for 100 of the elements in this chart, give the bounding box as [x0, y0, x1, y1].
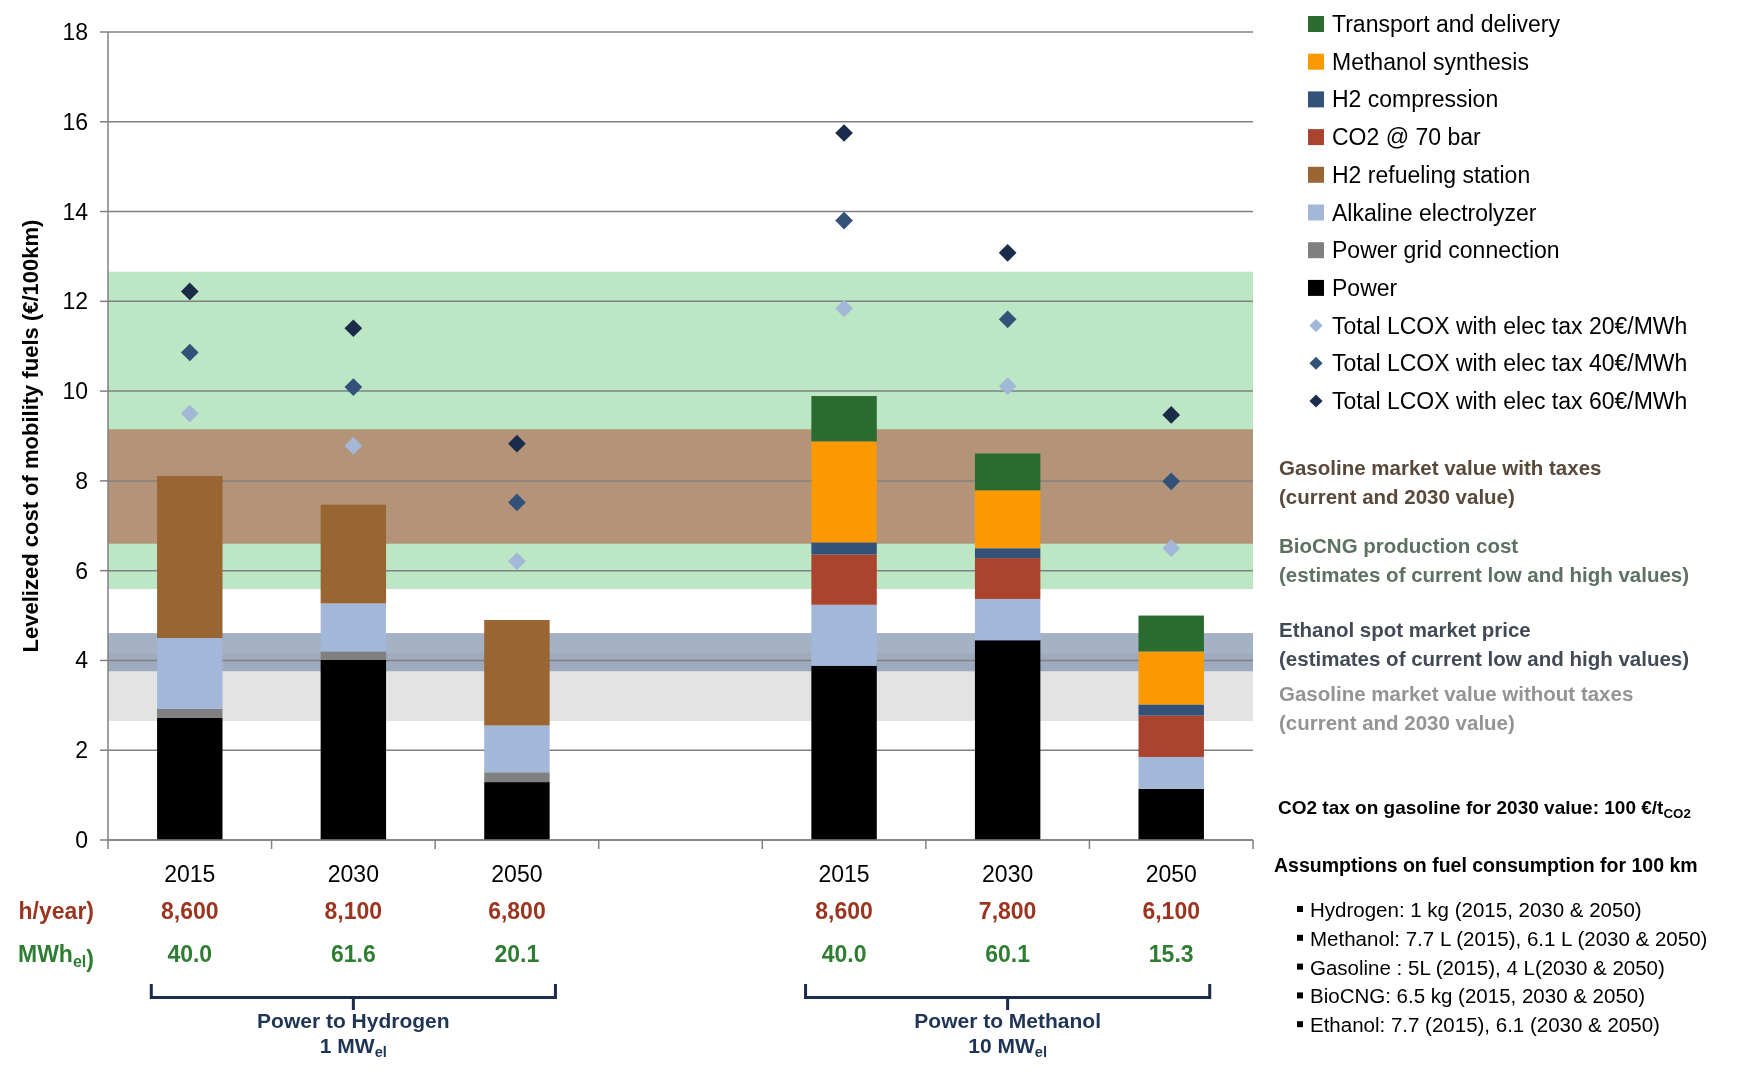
text: MWh$_{el}$)	[17, 941, 94, 972]
text: Methanol: 7.7 L (2015), 6.1 L (2030 & 2050)	[1310, 926, 1708, 950]
bar	[811, 604, 877, 666]
y-tick-label: 14	[62, 198, 89, 225]
text: 40.0	[167, 941, 213, 967]
text: Ethanol: 7.7 (2015), 6.1 (2030 & 2050)	[1310, 1013, 1660, 1037]
point	[1162, 539, 1181, 558]
point	[180, 282, 199, 301]
y-tick-label: 16	[62, 108, 88, 135]
bar	[157, 717, 223, 840]
bar	[1138, 715, 1204, 757]
bar	[811, 665, 877, 840]
x-tick-label: 2050	[1145, 861, 1197, 887]
y-tick-label: 0	[75, 827, 88, 853]
text: h/year)	[18, 898, 94, 924]
y-axis-title: Levelized cost of mobility fuels (€/100km)	[18, 219, 43, 653]
text: 8,600	[161, 898, 219, 924]
text: Power to Hydrogen 1 MW$_{el}$	[257, 1009, 450, 1061]
text: 60.1	[985, 941, 1031, 967]
bar	[974, 640, 1041, 840]
point	[998, 377, 1017, 396]
bar	[320, 504, 387, 604]
legend-label: CO2 @ 70 bar	[1332, 124, 1481, 151]
bar	[974, 558, 1041, 599]
bar	[1138, 651, 1204, 705]
bar	[974, 548, 1041, 559]
point	[344, 437, 363, 455]
y-tick-label: 12	[62, 288, 88, 315]
bar	[320, 603, 387, 652]
bar	[157, 708, 223, 718]
text: Assumptions on fuel consumption for 100 km	[1274, 854, 1698, 876]
y-tick-label: 2	[75, 737, 88, 764]
text: Hydrogen: 1 kg (2015, 2030 & 2050)	[1310, 898, 1642, 921]
x-tick-label: 2030	[327, 861, 379, 887]
bar	[484, 772, 550, 783]
bar	[157, 475, 223, 638]
y-tick-label: 4	[75, 647, 89, 674]
bar	[157, 638, 223, 709]
bar	[811, 441, 877, 543]
point	[1162, 406, 1181, 424]
bar	[1138, 615, 1204, 652]
text: 20.1	[494, 941, 540, 967]
legend-label: Transport and delivery	[1332, 11, 1561, 37]
bar	[1138, 788, 1204, 840]
legend-label: H2 refueling station	[1332, 161, 1531, 188]
band-label: Ethanol spot market price (estimates of current low and high values)	[1279, 618, 1690, 670]
legend-label: H2 compression	[1332, 86, 1499, 113]
bar	[1138, 704, 1204, 716]
text: 40.0	[821, 941, 867, 967]
bar	[811, 554, 877, 605]
legend-label: Alkaline electrolyzer	[1332, 199, 1537, 226]
text: 61.6	[330, 941, 376, 967]
text: BioCNG: 6.5 kg (2015, 2030 & 2050)	[1310, 984, 1646, 1008]
band-label: Gasoline market value with taxes (current and 2030 value)	[1279, 456, 1602, 508]
point	[180, 404, 199, 423]
bar	[974, 598, 1041, 641]
text: 8,600	[815, 898, 873, 924]
y-tick-label: 18	[62, 19, 88, 45]
x-tick-label: 2015	[164, 861, 216, 887]
bar	[974, 453, 1041, 491]
legend-label: Total LCOX with elec tax 60€/MWh	[1332, 388, 1688, 414]
bar	[484, 725, 550, 773]
point	[344, 378, 363, 396]
text: 7,800	[978, 898, 1037, 924]
point	[998, 310, 1017, 329]
bar	[811, 396, 877, 442]
point	[344, 319, 363, 338]
text: Power to Methanol 10 MW$_{el}$	[914, 1009, 1101, 1061]
point	[180, 343, 199, 362]
text: 6,800	[488, 898, 546, 924]
point	[835, 124, 853, 142]
bar	[974, 490, 1041, 549]
band-label: Gasoline market value without taxes (current and 2030 value)	[1279, 682, 1634, 734]
bar	[320, 660, 387, 840]
text: CO2 tax on gasoline for 2030 value: 100 €/t$_{CO2}$	[1278, 797, 1691, 821]
point	[508, 434, 526, 453]
bar	[811, 542, 877, 555]
legend-label: Power grid connection	[1332, 237, 1560, 264]
legend-label: Total LCOX with elec tax 20€/MWh	[1332, 312, 1688, 339]
point	[1162, 472, 1181, 491]
bar	[320, 651, 387, 660]
y-tick-label: 6	[75, 557, 88, 584]
text: 15.3	[1148, 941, 1194, 967]
text: Gasoline : 5L (2015), 4 L(2030 & 2050)	[1310, 955, 1665, 979]
x-tick-label: 2030	[982, 861, 1034, 887]
band-label: BioCNG production cost (estimates of current low and high values)	[1279, 534, 1690, 586]
point	[508, 493, 526, 512]
x-tick-label: 2050	[491, 861, 543, 887]
legend-label: Methanol synthesis	[1332, 48, 1529, 75]
bar	[484, 782, 550, 840]
bar	[1138, 756, 1204, 789]
y-tick-label: 8	[75, 467, 88, 494]
text: 8,100	[324, 898, 383, 924]
y-tick-label: 10	[62, 378, 88, 405]
point	[998, 244, 1017, 262]
legend-label: Total LCOX with elec tax 40€/MWh	[1332, 350, 1688, 377]
legend-label: Power	[1332, 274, 1398, 301]
bar	[484, 620, 550, 726]
x-tick-label: 2015	[818, 861, 870, 887]
point	[508, 552, 526, 571]
